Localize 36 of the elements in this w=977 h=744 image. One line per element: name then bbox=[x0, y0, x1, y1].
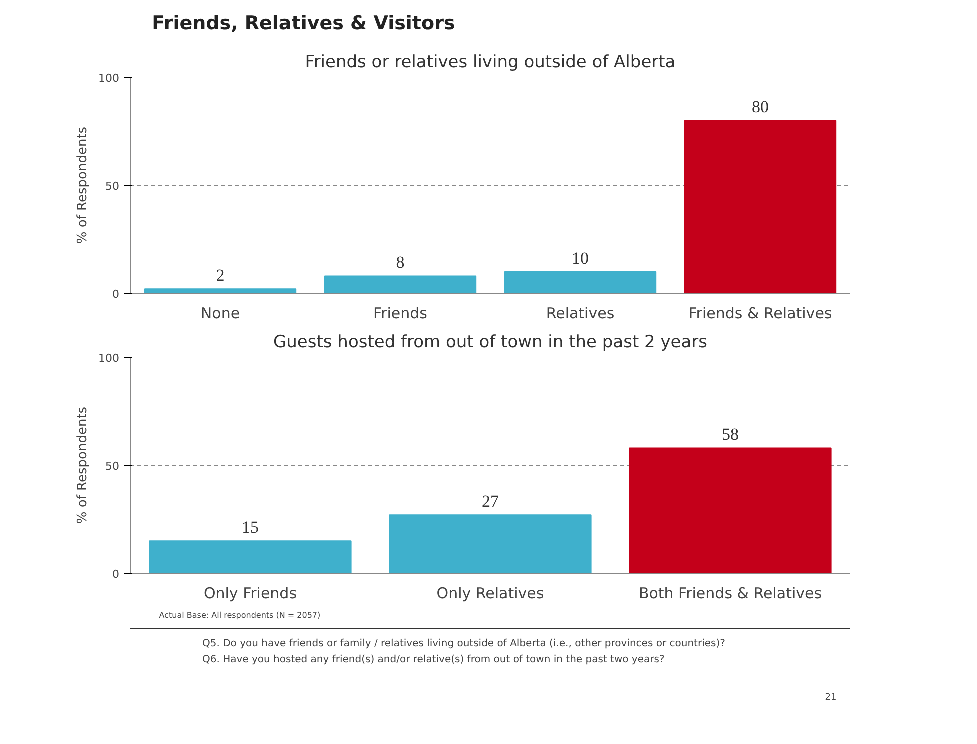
text: Friends, Relatives & Visitors bbox=[152, 12, 456, 34]
bar bbox=[144, 288, 297, 294]
text: 21 bbox=[825, 693, 837, 703]
text: Actual Base: All respondents (N = 2057) bbox=[159, 611, 321, 620]
y-axis-title: % of Respondents bbox=[76, 406, 91, 524]
x-tick-label: Only Relatives bbox=[436, 584, 544, 602]
y-tick-label: 100 bbox=[98, 352, 120, 365]
bar bbox=[324, 276, 477, 294]
data-label: 2 bbox=[216, 266, 225, 286]
x-tick-label: Relatives bbox=[546, 304, 615, 322]
text: Q6. Have you hosted any friend(s) and/or relative(s) from out of town in the past two years? bbox=[202, 654, 665, 666]
text: Q5. Do you have friends or family / relatives living outside of Alberta (i.e., other provinces or countries)? bbox=[202, 638, 726, 650]
bar bbox=[389, 514, 592, 574]
data-label: 8 bbox=[396, 253, 405, 272]
x-tick-label: Only Friends bbox=[204, 584, 298, 602]
y-tick-label: 100 bbox=[98, 72, 120, 85]
y-tick-label: 50 bbox=[106, 460, 120, 473]
data-label: 10 bbox=[572, 248, 589, 268]
data-label: 80 bbox=[752, 98, 769, 117]
bar bbox=[629, 448, 832, 574]
bar bbox=[684, 120, 837, 294]
bar bbox=[504, 271, 657, 294]
y-tick-label: 50 bbox=[106, 180, 120, 193]
x-tick-label: None bbox=[200, 304, 240, 322]
data-label: 27 bbox=[482, 492, 500, 512]
bar bbox=[149, 540, 352, 574]
y-tick-label: 0 bbox=[112, 568, 120, 581]
data-label: 58 bbox=[722, 425, 739, 444]
x-tick-label: Friends & Relatives bbox=[688, 304, 832, 322]
y-axis-title: % of Respondents bbox=[76, 126, 91, 244]
data-label: 15 bbox=[242, 518, 259, 538]
chart-title: Friends or relatives living outside of Alberta bbox=[305, 52, 676, 72]
y-tick-label: 0 bbox=[112, 288, 120, 301]
chart-title: Guests hosted from out of town in the past 2 years bbox=[273, 332, 708, 352]
x-tick-label: Friends bbox=[374, 304, 428, 322]
x-tick-label: Both Friends & Relatives bbox=[638, 584, 822, 602]
